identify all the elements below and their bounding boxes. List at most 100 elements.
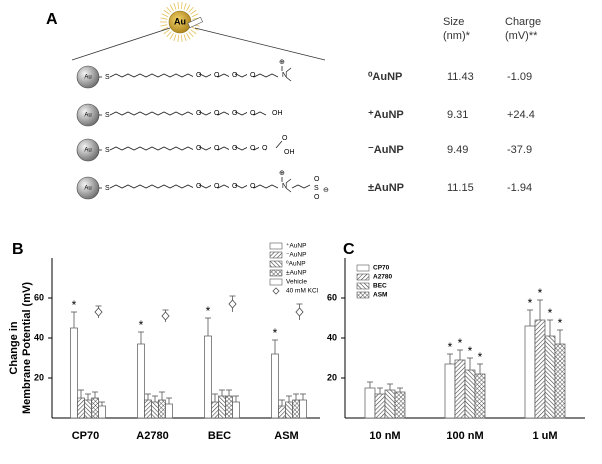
error-bar (537, 299, 543, 320)
legend-label: CP70 (373, 265, 390, 272)
diamond-marker (94, 307, 103, 317)
atom-bg (279, 134, 285, 141)
ray (161, 26, 169, 31)
row-name: ±AuNP (368, 182, 404, 194)
atom-bg (247, 182, 253, 189)
bond (285, 67, 292, 73)
zoom-line (194, 27, 326, 61)
bond (285, 187, 292, 193)
bar (77, 397, 85, 419)
ray (180, 34, 183, 42)
error-bar (145, 393, 151, 400)
bar (464, 369, 476, 419)
y-axis-label: Membrane Potential (mV) (21, 282, 33, 414)
atom-bg (193, 71, 199, 78)
size-value: 9.49 (447, 144, 468, 156)
legend-swatch (269, 278, 283, 286)
row-name: ⁰AuNP (368, 71, 402, 83)
atom-label: OH (284, 149, 295, 156)
error-bar (457, 349, 463, 360)
bar (534, 319, 546, 419)
atom-label: O (262, 145, 268, 152)
atom-bg (193, 182, 199, 189)
atom-bg (276, 58, 282, 65)
bond (285, 76, 292, 82)
y-tick-label: 20 (34, 372, 44, 382)
error-bar (212, 393, 218, 402)
bar (364, 387, 376, 419)
atom-label: O (214, 183, 220, 190)
atom-bg (279, 182, 285, 189)
error-bar (387, 383, 393, 390)
atom-label: O (214, 72, 220, 79)
panel-label: C (343, 241, 355, 258)
atom-label: ⊕ (279, 59, 285, 66)
legend-swatch (269, 242, 283, 250)
ray (161, 13, 169, 18)
panel-label: B (12, 241, 24, 258)
bond (275, 140, 283, 149)
atom-label: O (232, 72, 238, 79)
x-tick-label: ASM (274, 430, 298, 442)
atom-label: N (282, 72, 287, 79)
error-bar (293, 393, 299, 400)
error-bar (547, 319, 553, 336)
error-bar (447, 353, 453, 364)
ray (188, 31, 194, 38)
atom-bg (211, 71, 217, 78)
atom-label: O (250, 110, 256, 117)
legend-label: ⁰AuNP (286, 260, 306, 268)
x-tick-label: CP70 (72, 430, 100, 442)
legend-swatch (356, 282, 370, 290)
bar (165, 403, 173, 419)
significance-mark: * (206, 304, 211, 318)
legend-label: 40 mM KCl (286, 288, 319, 295)
y-tick-label: 60 (327, 292, 337, 302)
significance-mark: * (139, 318, 144, 332)
chain (291, 184, 311, 189)
bar (374, 393, 386, 419)
ray (180, 2, 183, 10)
ray (191, 26, 199, 31)
bar (151, 401, 159, 419)
error-bar (272, 339, 278, 354)
error-bar (233, 395, 239, 402)
error-bar (377, 387, 383, 394)
error-bar (85, 393, 91, 400)
error-bar (152, 395, 158, 402)
charge-value: -37.9 (507, 144, 532, 156)
atom-bg (281, 148, 291, 155)
bar (144, 399, 152, 419)
chain (109, 111, 267, 116)
atom-label: O (314, 176, 320, 183)
legend-swatch (356, 273, 370, 281)
atom-label: O (196, 145, 202, 152)
ray (169, 33, 174, 40)
bar (554, 343, 566, 419)
legend-label: A2780 (373, 274, 393, 281)
charge-value: -1.09 (507, 71, 532, 83)
column-header: Size (443, 16, 464, 28)
bar (91, 397, 99, 419)
significance-mark: * (538, 286, 543, 300)
ray (160, 17, 168, 20)
panel-a: A Au Size(nm)*Charge(mV)**Au S O O O O N⊕⁰AuNP 1… (46, 2, 541, 201)
atom-bg (311, 193, 317, 200)
error-bar (300, 393, 306, 400)
bond (285, 178, 292, 184)
bar (84, 399, 92, 419)
atom-bg (279, 71, 285, 78)
diamond-marker (295, 307, 304, 317)
error-bar (477, 363, 483, 374)
error-bar (92, 391, 98, 398)
error-bar (279, 399, 285, 406)
atom-label: O (282, 135, 288, 142)
ray (191, 13, 199, 18)
error-bar (205, 317, 211, 336)
atom-bg (211, 144, 217, 151)
x-tick-label: 100 nM (446, 430, 483, 442)
legend-label: BEC (373, 283, 387, 290)
atom-label: S (105, 74, 110, 81)
